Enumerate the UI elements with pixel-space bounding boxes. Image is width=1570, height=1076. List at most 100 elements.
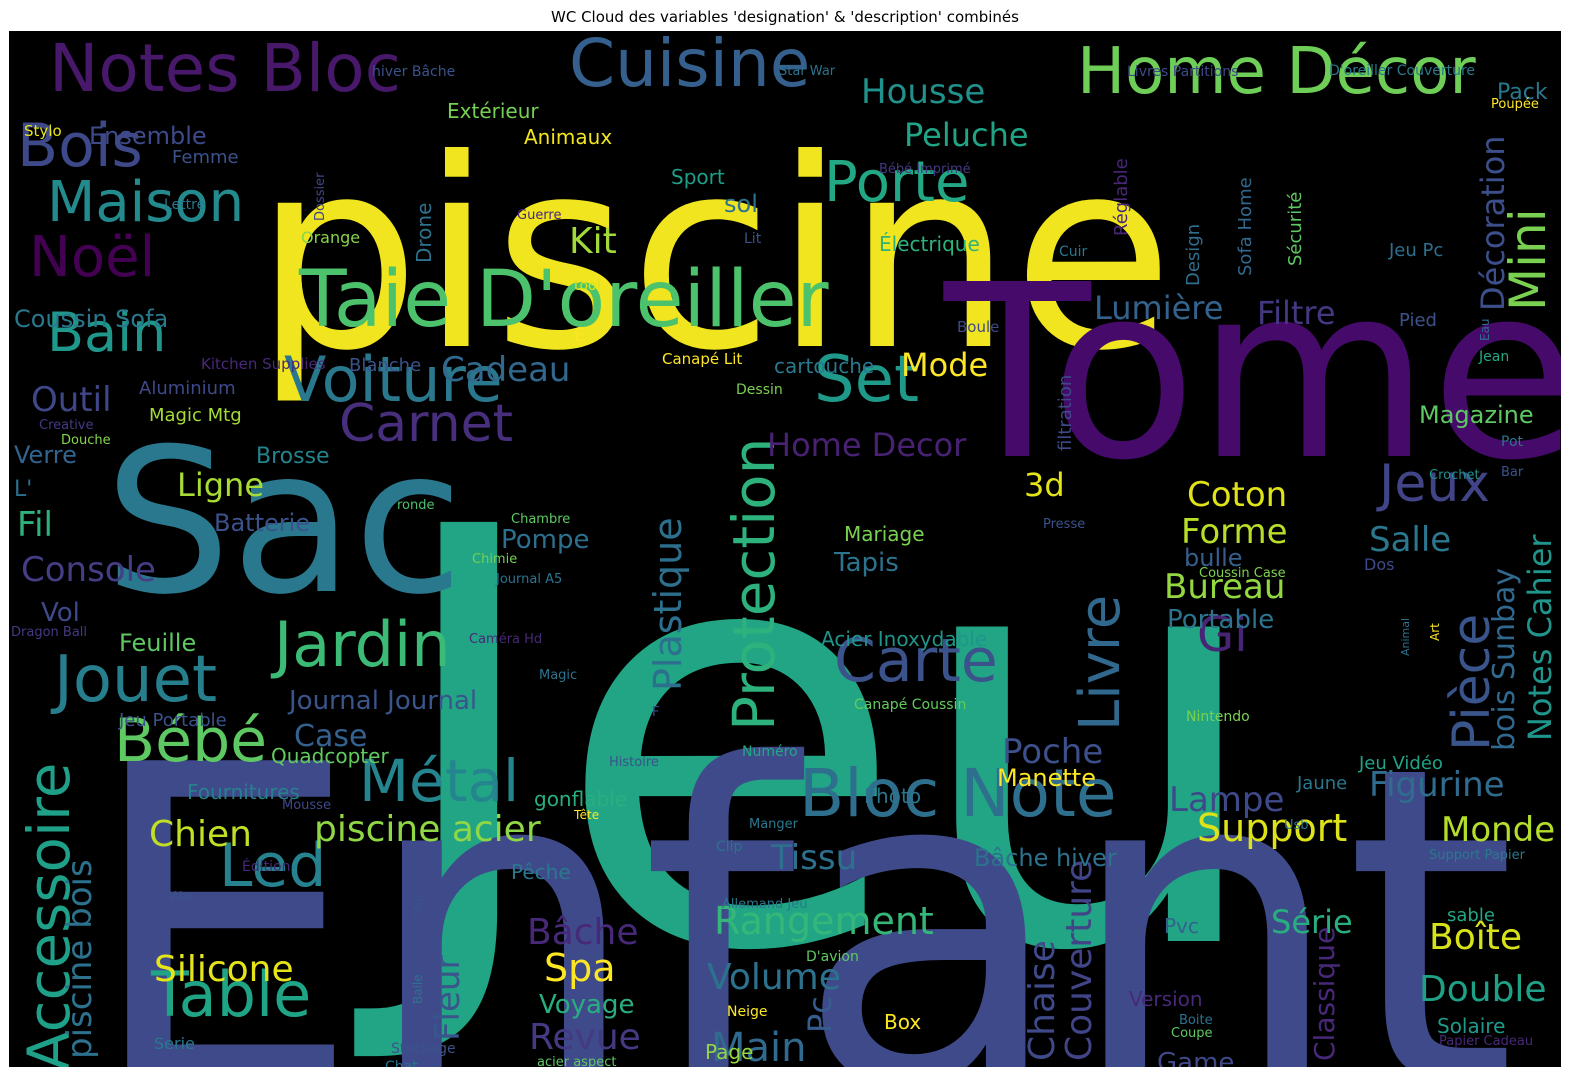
word-bain: Bain <box>47 301 166 364</box>
word-lampe: Lampe <box>1169 780 1284 820</box>
word-pack: Pack <box>1497 80 1548 105</box>
word-mini: Mini <box>1499 208 1557 311</box>
word-chimie: Chimie <box>472 552 517 567</box>
word-box: Box <box>884 1010 921 1034</box>
word-jaune: Jaune <box>1296 773 1347 794</box>
word-lettre: Lettre <box>164 197 205 213</box>
word-manger: Manger <box>749 817 799 832</box>
word-canape-lit: Canapé Lit <box>662 350 742 368</box>
word-voiture: Voiture <box>284 343 503 416</box>
word-volume: Volume <box>707 957 841 998</box>
word-jeu-portable: Jeu Portable <box>118 710 227 731</box>
word-magic-mtg: Magic Mtg <box>149 405 242 426</box>
word-kit: Kit <box>569 221 617 262</box>
word-pvc: Pvc <box>1164 914 1199 938</box>
word-hiver-bache: hiver Bâche <box>372 64 455 80</box>
word-cuisine: Cuisine <box>569 31 810 102</box>
word-page: Page <box>705 1040 753 1064</box>
word-manette: Manette <box>997 764 1096 792</box>
word-metal: Métal <box>359 747 519 815</box>
word-douche: Douche <box>61 433 111 448</box>
word-voyage: Voyage <box>539 990 635 1020</box>
word-fil: Fil <box>17 505 53 545</box>
word-photo: Photo <box>864 784 921 808</box>
word-lit: Lit <box>744 231 762 247</box>
word-carte: Carte <box>834 626 998 696</box>
word-edition: Édition <box>242 858 290 875</box>
word-revue: Revue <box>529 1017 641 1058</box>
word-coupe: Coupe <box>1171 1026 1213 1041</box>
word-classique: Classique <box>1308 927 1341 1061</box>
word-pied: Pied <box>1399 310 1437 331</box>
word-neige: Neige <box>727 1004 767 1020</box>
word-monde: Monde <box>1441 810 1555 850</box>
word-jeu-pc: Jeu Pc <box>1388 240 1443 261</box>
word-console: Console <box>21 550 156 590</box>
word-bureau: Bureau <box>1164 567 1285 607</box>
word-tool: tool <box>574 278 601 294</box>
word-electrique: Électrique <box>879 232 980 256</box>
word-sofa-home: Sofa Home <box>1235 177 1256 276</box>
word-nintendo: Nintendo <box>1186 709 1250 725</box>
word-feuille: Feuille <box>119 629 196 657</box>
word-3d: 3d <box>1024 466 1065 504</box>
word-poche: Poche <box>1002 732 1103 772</box>
word-filtre: Filtre <box>1257 294 1336 332</box>
word-sac: Sac <box>104 406 463 639</box>
word-decoration: Décoration <box>1474 135 1512 311</box>
word-notes-cahier: Notes Cahier <box>1521 534 1559 741</box>
word-animaux: Animaux <box>524 125 612 149</box>
word-canape-coussin: Canapé Coussin <box>854 697 966 713</box>
word-filtration: filtration <box>1055 375 1076 451</box>
word-poupee: Poupée <box>1491 97 1539 112</box>
word-ronde: ronde <box>397 498 435 513</box>
word-chaise: Chaise <box>1022 940 1063 1061</box>
word-camera-hd: Caméra Hd <box>469 632 542 647</box>
word-piece: Pièce <box>1442 614 1502 751</box>
word-portable: Portable <box>1167 605 1274 635</box>
word-creative: Creative <box>39 418 94 433</box>
word-livres-partitions: Livres Partitions <box>1127 64 1238 80</box>
word-balle: Balle <box>411 974 425 1004</box>
word-chambre: Chambre <box>511 512 570 527</box>
word-version: Version <box>1129 987 1203 1011</box>
word-bache: Bâche <box>527 912 639 953</box>
word-led: Led <box>219 831 326 901</box>
word-tapis: Tapis <box>833 548 899 578</box>
word-dragon-ball: Dragon Ball <box>11 625 87 640</box>
word-home-decor: Home Décor <box>1077 35 1476 109</box>
word-usb: Usb <box>1284 818 1309 833</box>
word-pc: Pc <box>801 996 839 1033</box>
word-boite: Boîte <box>1429 917 1522 958</box>
word-sable: sable <box>1447 905 1495 926</box>
word-jean: Jean <box>1478 349 1509 365</box>
word-coton: Coton <box>1187 475 1287 515</box>
word-bache-hiver: Bâche hiver <box>974 844 1117 872</box>
word-cuir: Cuir <box>1059 244 1088 260</box>
word-verre: Verre <box>14 441 77 469</box>
word-ensemble: Ensemble <box>89 122 207 150</box>
word-rangement: Rangement <box>714 899 934 943</box>
word-bois-sunbay: bois Sunbay <box>1487 568 1522 751</box>
word-art: Art <box>1428 623 1442 641</box>
word-vol: Vol <box>41 598 80 628</box>
word-porte: Porte <box>824 150 969 215</box>
word-support-papier: Support Papier <box>1429 848 1526 863</box>
word-couverture: Couverture <box>1059 860 1100 1061</box>
word-serie: Serie <box>154 1034 195 1053</box>
word-acier-inoxydable: Acier Inoxydable <box>821 627 987 651</box>
word-bebe-imprime: Bébé Imprimé <box>879 162 971 177</box>
word-bloc-note: Bloc Note <box>799 755 1117 832</box>
word-fournitures: Fournitures <box>187 780 300 804</box>
word-boite: Boite <box>1179 1013 1213 1028</box>
word-stockage: Stockage <box>391 1041 456 1057</box>
word-pompe: Pompe <box>501 525 590 555</box>
word-main: Main <box>711 1025 807 1067</box>
word-dessin: Dessin <box>736 382 783 398</box>
word-chat: Chat <box>385 1059 418 1067</box>
word-design: Design <box>1183 224 1204 286</box>
word-crochet: Crochet <box>1429 468 1480 483</box>
word-l: L' <box>14 477 32 502</box>
word-outil: Outil <box>31 380 112 420</box>
